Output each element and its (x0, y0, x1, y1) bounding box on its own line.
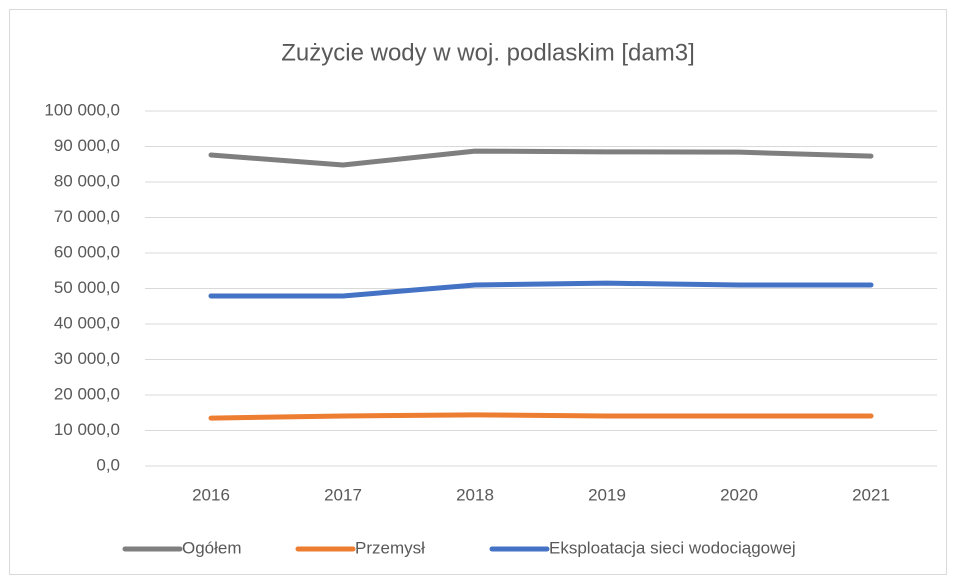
y-tick-label: 80 000,0 (54, 171, 120, 190)
x-tick-label: 2018 (456, 485, 494, 504)
series-line (208, 148, 874, 168)
y-tick-label: 10 000,0 (54, 420, 120, 439)
y-tick-label: 90 000,0 (54, 136, 120, 155)
chart-border (9, 9, 947, 575)
y-tick-label: 50 000,0 (54, 278, 120, 297)
y-tick-label: 60 000,0 (54, 242, 120, 261)
x-tick-label: 2021 (852, 485, 890, 504)
legend-label: Eksploatacja sieci wodociągowej (549, 538, 796, 557)
series-line (208, 280, 874, 299)
y-tick-label: 30 000,0 (54, 349, 120, 368)
x-tick-label: 2016 (192, 485, 230, 504)
x-tick-label: 2019 (588, 485, 626, 504)
series-line (208, 412, 874, 421)
y-tick-label: 0,0 (96, 455, 120, 474)
y-tick-label: 40 000,0 (54, 313, 120, 332)
x-tick-label: 2020 (720, 485, 758, 504)
y-tick-label: 20 000,0 (54, 384, 120, 403)
y-tick-label: 100 000,0 (44, 100, 120, 119)
x-tick-label: 2017 (324, 485, 362, 504)
chart-title: Zużycie wody w woj. podlaskim [dam3] (281, 39, 694, 66)
legend-label: Przemysł (355, 538, 425, 557)
legend-label: Ogółem (182, 538, 242, 557)
y-tick-label: 70 000,0 (54, 207, 120, 226)
